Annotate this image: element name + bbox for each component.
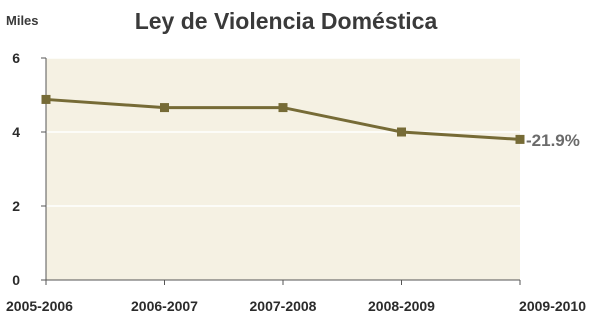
y-tick-label: 4 [12, 124, 20, 140]
y-axis-unit-label: Miles [6, 13, 39, 28]
plot-area [46, 58, 520, 280]
y-tick-label: 6 [12, 50, 20, 66]
data-point [41, 94, 51, 104]
x-tick-label: 2008-2009 [368, 298, 435, 314]
y-tick-labels: 0 2 4 6 [12, 50, 20, 288]
y-tick-label: 2 [12, 198, 20, 214]
data-point [160, 103, 169, 113]
x-tick-labels: 2005-2006 2006-2007 2007-2008 2008-2009 2009… [6, 298, 586, 314]
series-layer [41, 94, 525, 144]
data-point [515, 134, 525, 144]
x-tick-label: 2007-2008 [250, 298, 317, 314]
x-tick-label: 2009-2010 [519, 298, 586, 314]
x-tick-label: 2005-2006 [6, 298, 73, 314]
data-point [397, 127, 406, 137]
chart-title: Ley de Violencia Doméstica [135, 8, 438, 34]
x-tick-label: 2006-2007 [131, 298, 198, 314]
gridlines [46, 57, 520, 207]
data-point [278, 103, 288, 113]
y-tick-label: 0 [12, 272, 20, 288]
axes [41, 57, 521, 285]
change-annotation: -21.9% [526, 131, 580, 150]
